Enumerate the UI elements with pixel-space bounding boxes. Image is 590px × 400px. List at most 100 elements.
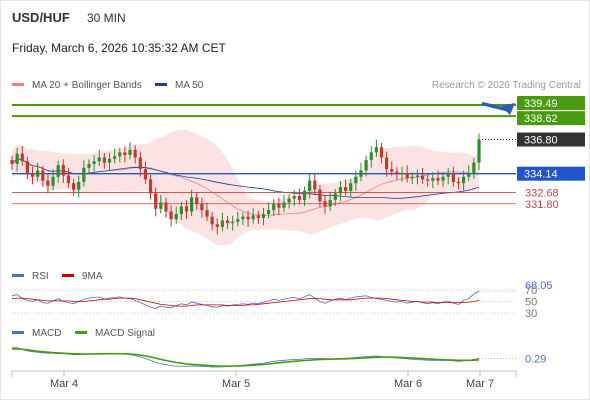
candle-body <box>297 196 301 200</box>
candle-body <box>56 165 60 177</box>
macd-swatch <box>12 330 24 334</box>
legend-macd-signal: MACD Signal <box>75 328 155 339</box>
candle-body <box>400 172 404 175</box>
candle-body <box>390 169 394 172</box>
candle-body <box>128 149 132 155</box>
candle-body <box>246 216 250 220</box>
candle-body <box>343 187 348 191</box>
rsi-last-label: 68.05 <box>525 280 553 292</box>
candle-body <box>200 203 204 211</box>
legend-macd: MACD <box>12 328 61 339</box>
candle-body <box>210 216 214 225</box>
candle-body <box>318 189 322 202</box>
candle-body <box>190 197 194 212</box>
candle-body <box>205 210 209 217</box>
candle-body <box>15 153 19 164</box>
datetime-label: Friday, March 6, 2026 10:35:32 AM CET <box>12 41 226 55</box>
rsi-ma-line <box>11 297 480 307</box>
candle-body <box>10 160 14 164</box>
candle-body <box>25 161 29 173</box>
candle-body <box>272 203 276 211</box>
candle-body <box>292 196 296 199</box>
candle-body <box>266 210 271 215</box>
label-pivot: 334.14 <box>524 169 558 181</box>
rsi-ma-swatch <box>62 273 74 277</box>
label-support-1: 332.68 <box>525 187 559 199</box>
candle-body <box>97 157 101 162</box>
rsi-swatch <box>12 273 24 277</box>
candle-body <box>148 179 153 194</box>
candle-body <box>287 198 291 203</box>
candle-body <box>462 176 466 184</box>
candle-body <box>20 153 24 162</box>
candle-body <box>369 152 373 161</box>
candle-body <box>30 172 35 177</box>
candle-body <box>51 176 55 186</box>
candle-body <box>354 176 358 184</box>
candle-body <box>385 157 389 170</box>
candle-body <box>261 214 266 218</box>
target-arrow-shaft <box>481 101 509 112</box>
candle-body <box>420 175 425 180</box>
credit-text: Research © 2026 Trading Central <box>431 80 581 91</box>
candle-body <box>426 179 430 181</box>
legend-rsi: RSI <box>12 271 49 282</box>
candle-body <box>36 170 40 177</box>
candle-body <box>154 193 158 209</box>
candle-body <box>349 183 353 191</box>
candle-body <box>41 170 45 181</box>
candle-body <box>328 199 332 207</box>
candle-body <box>138 157 142 170</box>
label-resistance-2: 338.62 <box>524 113 558 125</box>
candle-body <box>107 158 112 163</box>
candle-body <box>184 206 189 212</box>
bollinger-band <box>12 129 479 246</box>
legend-ma50: MA 50 <box>155 80 203 91</box>
legend-macd-label: MACD <box>32 328 62 339</box>
candle-body <box>472 162 476 173</box>
candle-body <box>333 193 337 200</box>
label-resistance-1-bg <box>517 95 585 110</box>
candle-body <box>133 149 137 158</box>
rsi-line <box>11 290 480 309</box>
candle-body <box>441 176 445 181</box>
candle-body <box>225 220 230 224</box>
candle-body <box>323 201 327 207</box>
rsi-tick-label: 70 <box>525 285 537 297</box>
candle-body <box>195 197 199 204</box>
candle-body <box>92 161 96 164</box>
candle-body <box>256 215 260 218</box>
rsi-tick-label: 50 <box>525 297 537 309</box>
candle-body <box>143 169 148 180</box>
candle-body <box>220 220 225 227</box>
candle-body <box>123 152 127 155</box>
target-arrow-head <box>501 102 515 115</box>
candle-body <box>313 180 317 190</box>
candle-body <box>118 152 122 157</box>
candle-body <box>431 178 435 181</box>
candle-body <box>395 171 399 175</box>
candle-body <box>451 174 455 182</box>
x-tick-label: Mar 6 <box>394 378 422 390</box>
candle-body <box>338 187 343 194</box>
label-support-2: 331.80 <box>525 199 559 211</box>
legend-rsi-ma-label: 9MA <box>82 271 103 282</box>
candle-body <box>174 214 178 220</box>
macd-line <box>11 346 480 368</box>
label-pivot-bg <box>517 166 585 181</box>
candle-body <box>359 170 363 177</box>
legend-bollinger: MA 20 + Bollinger Bands <box>12 80 142 91</box>
timeframe-label: 30 MIN <box>87 11 126 25</box>
candle-body <box>302 190 307 200</box>
candle-body <box>436 178 440 181</box>
x-tick-label: Mar 5 <box>222 378 250 390</box>
candle-body <box>231 221 235 224</box>
candle-body <box>467 172 471 177</box>
x-tick-label: Mar 7 <box>466 378 494 390</box>
candle-body <box>364 160 368 171</box>
candle-body <box>379 147 384 158</box>
candle-body <box>66 175 71 184</box>
legend-bollinger-label: MA 20 + Bollinger Bands <box>32 80 142 91</box>
candle-body <box>410 176 414 179</box>
ma50-line <box>11 158 480 199</box>
